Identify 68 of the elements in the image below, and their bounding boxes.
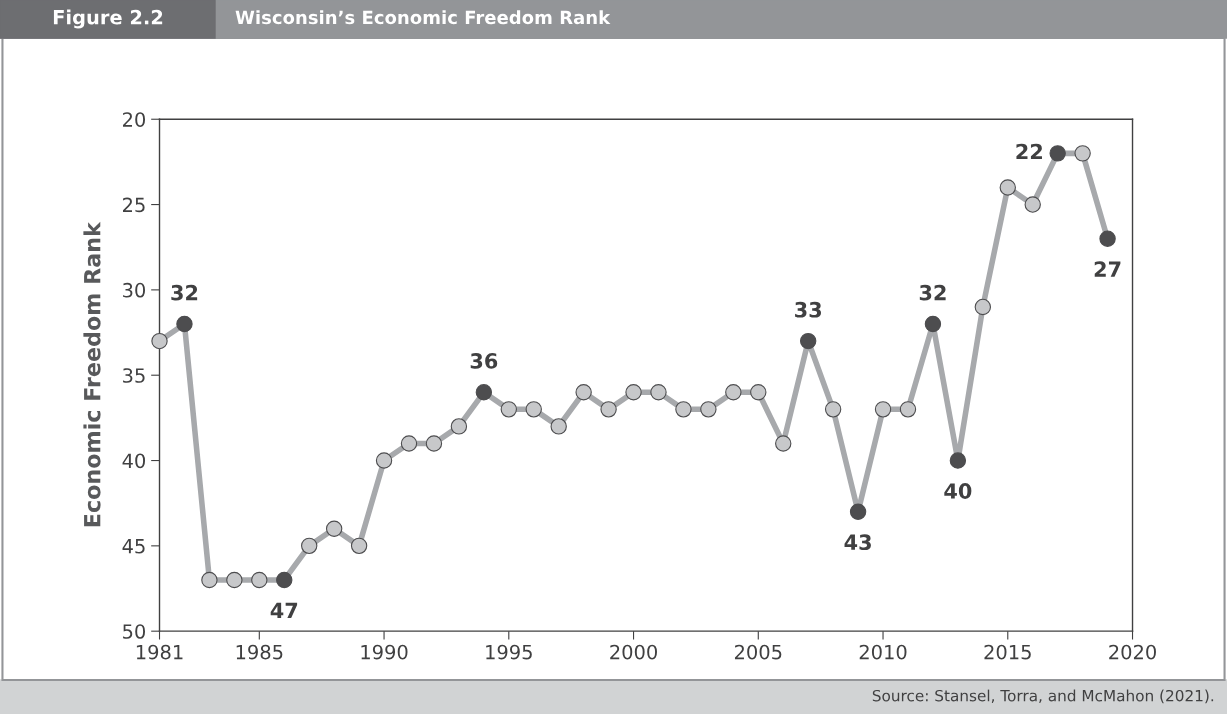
point <box>849 503 867 520</box>
point <box>1049 145 1066 162</box>
point <box>151 332 168 350</box>
point <box>226 571 243 589</box>
x-tick-label: 1985 <box>236 644 283 660</box>
point <box>775 435 792 452</box>
point <box>525 401 542 418</box>
point <box>201 571 218 589</box>
y-axis-title: Economic Freedom Rank <box>83 221 101 527</box>
point <box>650 384 667 401</box>
chart-title: Wisconsin’s Economic Freedom Rank <box>235 10 611 25</box>
point <box>1099 230 1116 247</box>
data-label: 36 <box>470 353 498 369</box>
x-tick-label: 2010 <box>859 644 907 660</box>
point <box>550 418 567 435</box>
data-label: 33 <box>795 301 822 318</box>
point <box>874 401 892 418</box>
point <box>824 401 842 418</box>
point <box>949 452 967 469</box>
point <box>1024 196 1041 213</box>
data-label: 22 <box>1016 143 1042 160</box>
x-tick-label: 2005 <box>734 644 782 660</box>
point <box>500 401 517 418</box>
point <box>301 537 318 555</box>
x-tick-label: 1981 <box>136 644 183 660</box>
point <box>675 401 692 418</box>
source-note: Source: Stansel, Torra, and McMahon (2021). <box>872 689 1214 704</box>
point <box>450 418 468 435</box>
data-label: 40 <box>944 483 972 499</box>
x-tick-label: 1995 <box>486 644 532 660</box>
data-label: 27 <box>1094 261 1121 277</box>
data-label: 43 <box>844 534 871 551</box>
point <box>974 298 992 316</box>
point <box>725 384 742 401</box>
y-tick-label: 30 <box>123 282 146 298</box>
point <box>575 384 592 401</box>
point <box>625 384 642 401</box>
point <box>999 179 1016 196</box>
data-label: 32 <box>171 284 198 301</box>
y-tick-label: 50 <box>123 624 146 639</box>
caption: Figure 2.2 <box>53 9 163 29</box>
point <box>899 401 917 418</box>
point <box>325 520 343 537</box>
x-tick-label: 2020 <box>1109 644 1156 660</box>
point <box>251 571 268 589</box>
point <box>425 435 443 452</box>
point <box>799 332 817 350</box>
y-tick-label: 25 <box>123 197 145 213</box>
y-tick-label: 45 <box>122 539 145 554</box>
point <box>475 384 493 401</box>
point <box>375 452 393 469</box>
point <box>1074 145 1091 162</box>
point <box>924 315 942 333</box>
x-tick-label: 2015 <box>984 644 1031 660</box>
point <box>750 384 767 401</box>
y-tick-label: 20 <box>123 112 146 127</box>
x-tick-label: 2000 <box>610 644 657 660</box>
point <box>600 401 617 418</box>
point <box>276 571 293 589</box>
x-tick-label: 1990 <box>361 644 408 660</box>
y-tick-label: 40 <box>122 453 146 469</box>
y-tick-label: 35 <box>123 368 145 383</box>
data-label: 47 <box>270 602 298 619</box>
point <box>700 401 717 418</box>
point <box>350 537 368 555</box>
data-label: 32 <box>919 284 946 301</box>
point <box>176 315 193 333</box>
point <box>400 435 418 452</box>
